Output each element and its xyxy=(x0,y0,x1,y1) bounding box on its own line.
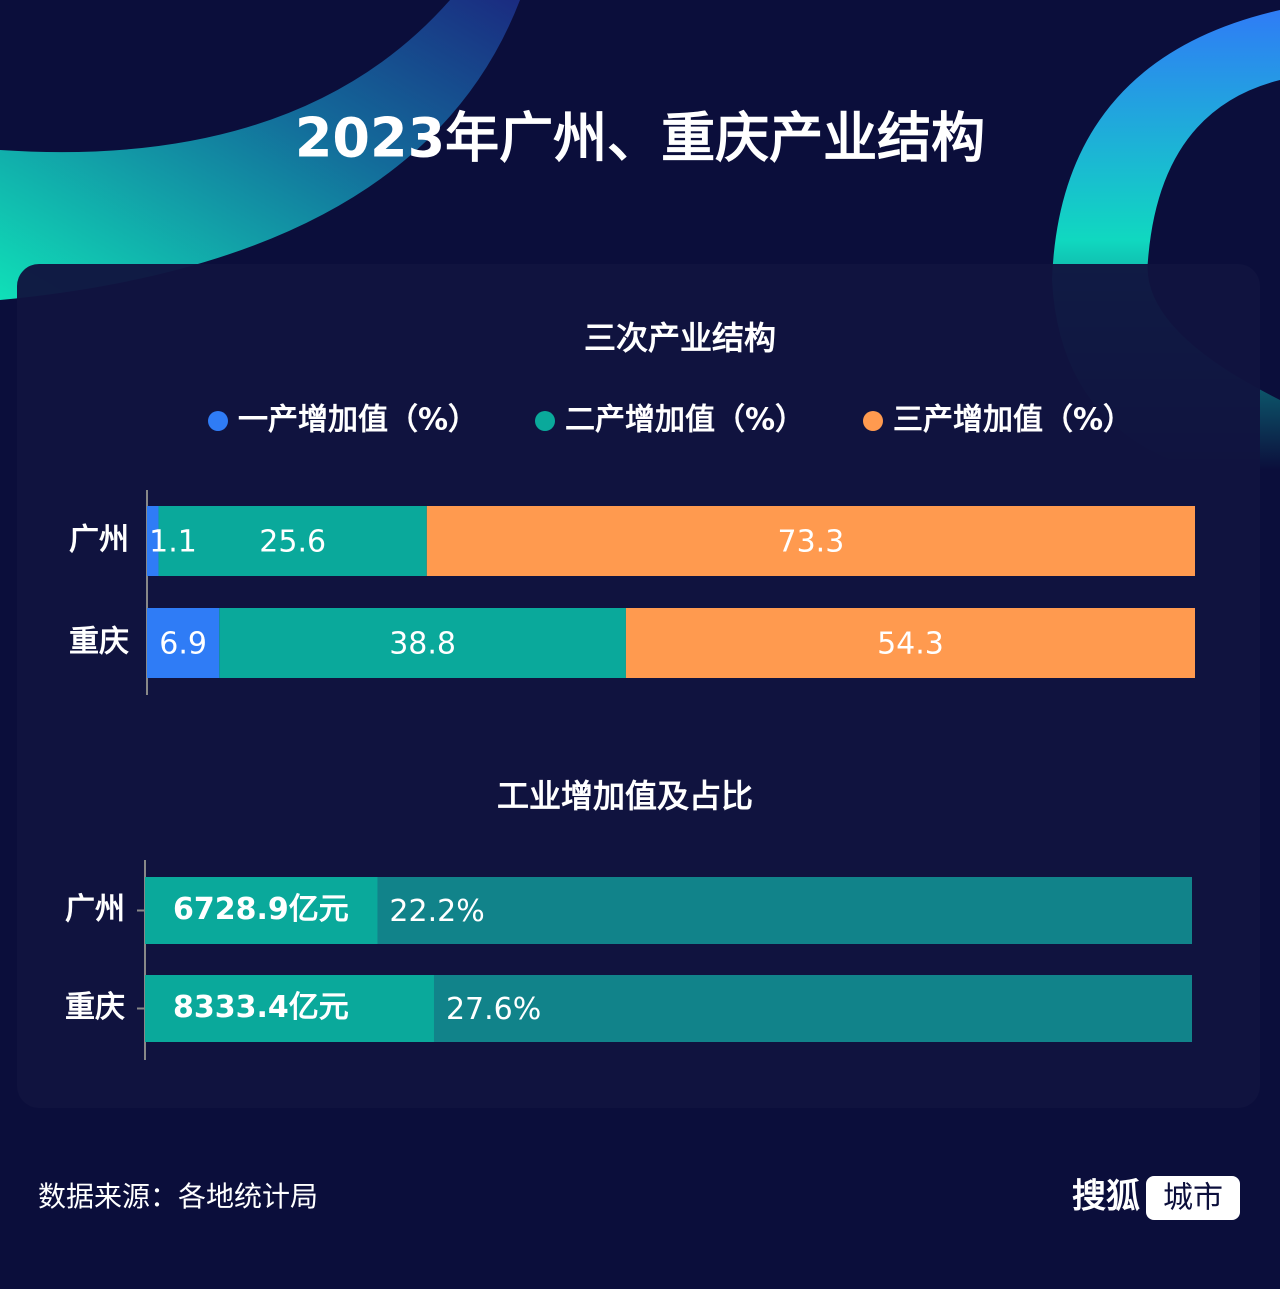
bar xyxy=(145,877,378,944)
page-title: 2023年广州、重庆产业结构 xyxy=(295,107,985,170)
legend-swatch xyxy=(863,411,883,431)
brand-tag: 城市 xyxy=(1163,1181,1223,1216)
bar-segment xyxy=(158,506,427,576)
decor-arc xyxy=(0,0,520,300)
bar-segment xyxy=(147,608,220,678)
bar xyxy=(145,975,434,1042)
category-label: 广州 xyxy=(65,892,125,927)
legend-label: 一产增加值（%） xyxy=(238,403,478,438)
value-label: 6728.9亿元 xyxy=(173,892,349,927)
legend-label: 二产增加值（%） xyxy=(565,403,805,438)
bar-segment xyxy=(426,506,1195,576)
brand-tag-box xyxy=(1146,1176,1240,1220)
legend-swatch xyxy=(208,411,228,431)
data-label: 1.1 xyxy=(149,525,197,560)
data-label: 73.3 xyxy=(778,525,845,560)
category-label: 广州 xyxy=(69,523,129,558)
data-label: 25.6 xyxy=(259,525,326,560)
brand-name: 搜狐 xyxy=(1072,1177,1140,1217)
share-label: 27.6% xyxy=(446,992,541,1027)
bar-segment xyxy=(147,506,159,576)
chart-title: 工业增加值及占比 xyxy=(497,777,753,815)
data-label: 54.3 xyxy=(877,627,944,662)
legend-label: 三产增加值（%） xyxy=(893,403,1133,438)
share-label: 22.2% xyxy=(389,894,484,929)
category-label: 重庆 xyxy=(65,990,125,1025)
data-label: 38.8 xyxy=(389,627,456,662)
source: 数据来源：各地统计局 xyxy=(38,1180,318,1213)
category-label: 重庆 xyxy=(69,625,129,660)
legend-swatch xyxy=(535,411,555,431)
data-label: 6.9 xyxy=(159,627,207,662)
chart-title: 三次产业结构 xyxy=(584,319,776,357)
bar-segment xyxy=(219,608,626,678)
bar-segment xyxy=(625,608,1195,678)
value-label: 8333.4亿元 xyxy=(173,990,349,1025)
